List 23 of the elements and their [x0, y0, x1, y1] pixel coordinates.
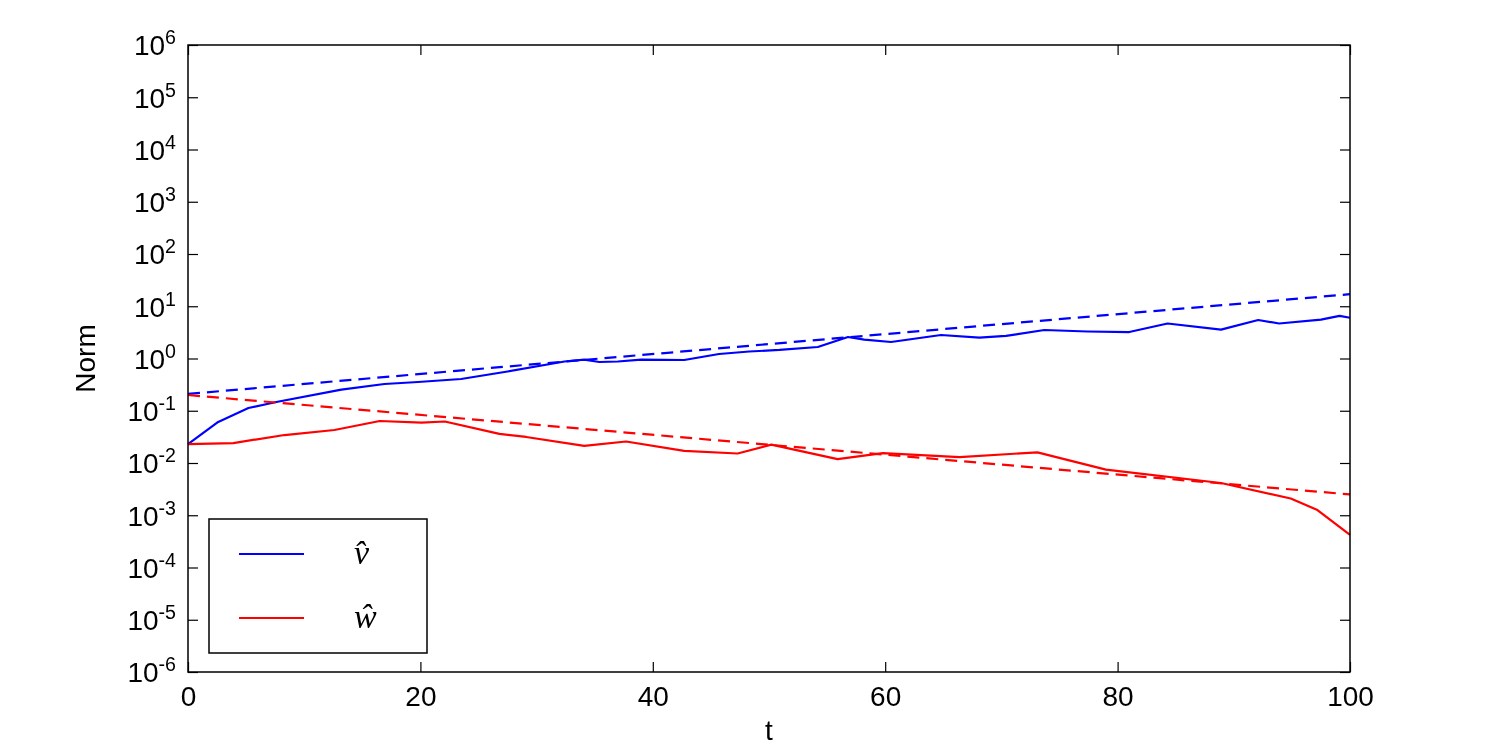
x-tick-label: 100 — [1327, 680, 1374, 712]
y-tick-label: 10$^{4}$ — [133, 130, 177, 166]
y-tick-label: 10$^{2}$ — [133, 235, 176, 271]
y-tick-label: 10$^{6}$ — [133, 26, 177, 62]
y-tick-label: 10$^{-1}$ — [127, 392, 176, 428]
y-tick-label: 10$^{0}$ — [133, 339, 177, 375]
legend-label: v̂ — [354, 534, 370, 571]
y-axis-title: Norm — [70, 324, 101, 393]
y-tick-label: 10$^{-3}$ — [127, 496, 177, 532]
y-tick-label: 10$^{-2}$ — [127, 444, 176, 480]
x-tick-label: 40 — [637, 680, 669, 712]
x-tick-label: 20 — [405, 680, 437, 712]
legend-label: ŵ — [354, 598, 377, 635]
y-tick-label: 10$^{3}$ — [133, 183, 177, 219]
y-tick-label: 10$^{-5}$ — [127, 601, 177, 637]
x-tick-label: 80 — [1102, 680, 1134, 712]
x-tick-label: 60 — [870, 680, 902, 712]
x-tick-label: 0 — [180, 680, 197, 712]
y-tick-label: 10$^{-4}$ — [127, 548, 177, 584]
x-axis-title: t — [765, 715, 774, 746]
y-tick-label: 10$^{1}$ — [133, 287, 176, 323]
y-tick-label: 10$^{-6}$ — [127, 653, 177, 689]
y-tick-label: 10$^{5}$ — [133, 78, 177, 114]
